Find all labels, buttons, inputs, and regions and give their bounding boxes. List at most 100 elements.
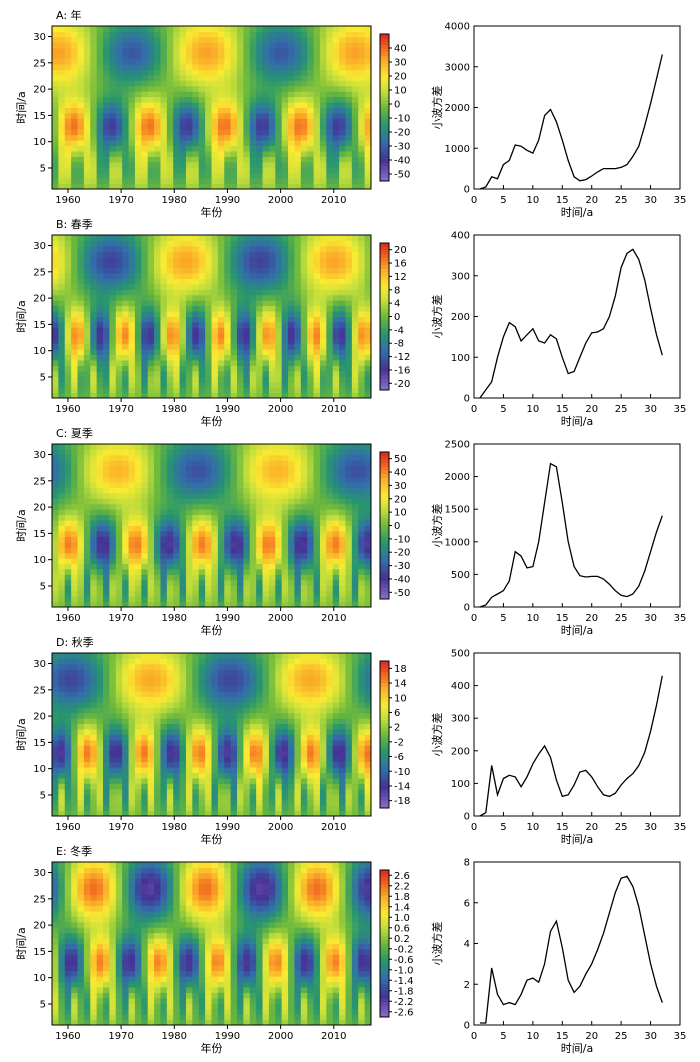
heatmap-cell <box>115 498 123 505</box>
heatmap-cell <box>237 96 244 103</box>
heatmap-cell <box>364 161 372 168</box>
heatmap-ytick-label: 5 <box>40 372 46 383</box>
heatmap-cell <box>128 520 136 526</box>
heatmap-cell <box>332 145 340 152</box>
heatmap-cell <box>52 387 59 394</box>
colorbar-band <box>380 125 389 131</box>
heatmap-cell <box>52 80 59 87</box>
heatmap-cell <box>64 498 72 505</box>
heatmap-cell <box>345 64 353 70</box>
heatmap-cell <box>211 332 219 339</box>
heatmap-cell <box>166 465 174 472</box>
heatmap-cell <box>58 129 66 136</box>
heatmap-cell <box>364 96 372 103</box>
heatmap-cell <box>154 381 161 388</box>
heatmap-cell <box>288 487 295 494</box>
heatmap-cell <box>134 58 142 65</box>
heatmap-cell <box>141 530 149 537</box>
heatmap-cell <box>339 471 346 478</box>
heatmap-cell <box>103 74 110 81</box>
heatmap-cell <box>268 123 276 130</box>
heatmap-cell <box>128 161 136 168</box>
heatmap-cell <box>339 492 346 499</box>
heatmap-cell <box>281 245 289 252</box>
heatmap-cell <box>217 392 225 399</box>
heatmap-cell <box>313 172 321 179</box>
heatmap-cell <box>224 42 232 49</box>
heatmap-cell <box>160 47 168 54</box>
heatmap-cell <box>339 156 346 163</box>
heatmap-cell <box>52 563 59 570</box>
heatmap-cell <box>128 80 136 87</box>
heatmap-cell <box>275 58 283 65</box>
heatmap-cell <box>262 530 270 537</box>
heatmap-cell <box>52 167 59 174</box>
heatmap-cell <box>294 338 302 345</box>
heatmap-cell <box>345 283 353 290</box>
heatmap-cell <box>115 349 123 356</box>
heatmap-cell <box>166 256 174 263</box>
heatmap-cell <box>345 338 353 345</box>
heatmap-cell <box>230 69 238 76</box>
heatmap-cell <box>179 134 187 141</box>
heatmap-cell <box>339 514 346 521</box>
heatmap-cell <box>230 161 238 168</box>
heatmap-cell <box>166 387 174 394</box>
heatmap-cell <box>237 541 244 548</box>
heatmap-cell <box>160 392 168 399</box>
heatmap-cell <box>313 332 321 339</box>
heatmap-cell <box>224 525 232 532</box>
colorbar-band <box>380 107 389 112</box>
heatmap-cell <box>300 102 308 108</box>
heatmap-cell <box>364 316 372 323</box>
heatmap-cell <box>281 547 289 554</box>
heatmap-cell <box>313 321 321 328</box>
heatmap-cell <box>147 235 155 241</box>
heatmap-cell <box>281 278 289 285</box>
heatmap-cell <box>205 161 212 168</box>
heatmap-cell <box>256 273 264 279</box>
heatmap-cell <box>243 112 251 119</box>
heatmap-cell <box>83 240 91 247</box>
heatmap-cell <box>211 289 219 296</box>
colorbar-band <box>380 96 389 101</box>
heatmap-cell <box>141 156 149 163</box>
heatmap-cell <box>109 321 117 328</box>
heatmap-cell <box>332 365 340 372</box>
heatmap-frame <box>51 443 372 608</box>
heatmap-cell <box>275 460 283 467</box>
heatmap-cell <box>262 332 270 339</box>
heatmap-cell <box>211 574 219 581</box>
heatmap-cell <box>115 449 123 456</box>
heatmap-cell <box>288 376 295 383</box>
heatmap-cell <box>319 444 327 450</box>
heatmap-cell <box>313 465 321 472</box>
heatmap-cell <box>351 321 359 328</box>
heatmap-cell <box>237 579 244 586</box>
heatmap-cell <box>307 80 315 87</box>
heatmap-cell <box>122 601 130 608</box>
heatmap-cell <box>345 251 353 258</box>
heatmap-cell <box>243 300 251 307</box>
heatmap-cell <box>128 26 136 32</box>
heatmap-cell <box>109 172 117 179</box>
heatmap-cell <box>64 696 72 703</box>
heatmap-cell <box>160 514 168 521</box>
heatmap-cell <box>205 536 212 543</box>
heatmap-cell <box>77 311 85 317</box>
heatmap-cell <box>154 245 161 252</box>
heatmap-cell <box>179 251 187 258</box>
heatmap-cell <box>179 107 187 114</box>
heatmap-cell <box>288 118 295 125</box>
heatmap-cell <box>256 509 264 516</box>
heatmap-cell <box>134 509 142 516</box>
heatmap-cell <box>345 112 353 119</box>
heatmap-cell <box>122 492 130 499</box>
heatmap-cell <box>262 514 270 521</box>
heatmap-cell <box>103 574 110 581</box>
heatmap-cell <box>90 585 98 592</box>
heatmap-cell <box>141 278 149 285</box>
heatmap-cell <box>90 596 98 603</box>
heatmap-cell <box>134 590 142 597</box>
heatmap-cell <box>96 487 104 494</box>
